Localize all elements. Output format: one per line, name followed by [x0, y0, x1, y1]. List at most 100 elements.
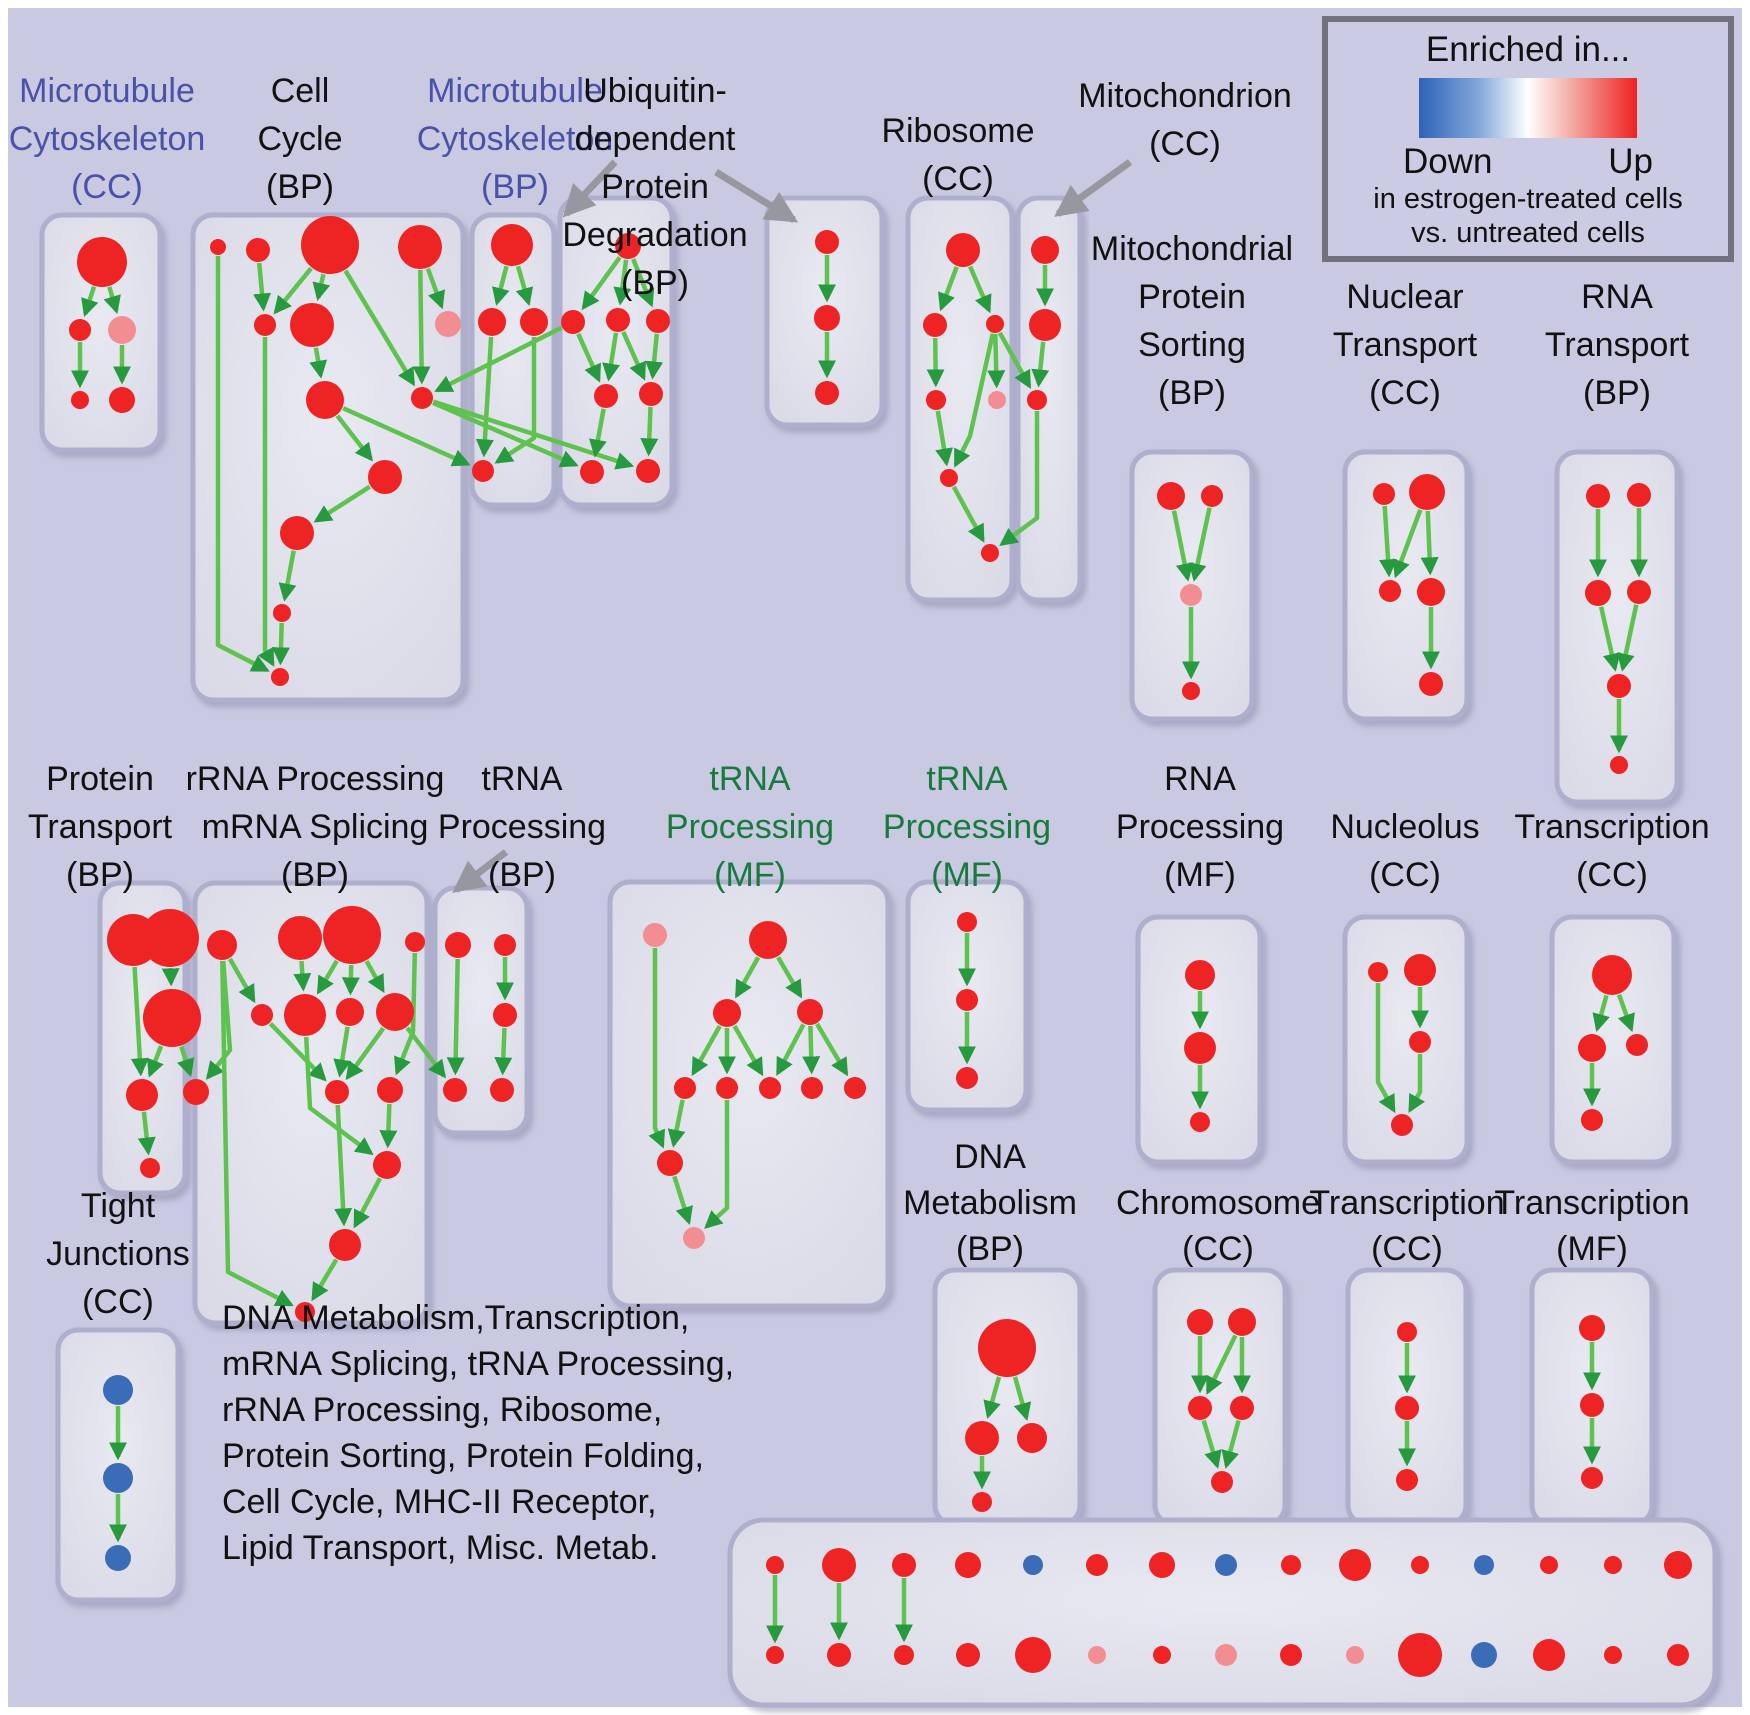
- go-node-trna-bp-tl: [445, 932, 471, 958]
- go-node-pt-bp-B: [141, 909, 199, 967]
- go-node-nucleolus-cc-mid: [1409, 1031, 1431, 1053]
- cluster-box-mixed: [727, 1517, 1718, 1708]
- go-node-ribosome-cc-rml: [923, 313, 947, 337]
- edge: [953, 333, 995, 468]
- go-node-trna-mf-1-r4: [801, 1077, 823, 1099]
- cluster-box-transcription-cc-2: [1549, 914, 1677, 1165]
- go-node-ribosome-cc-rmr: [986, 315, 1004, 333]
- go-node-nucleolus-cc-bt: [1391, 1114, 1413, 1136]
- edge: [576, 332, 601, 383]
- edge: [405, 1026, 447, 1079]
- go-node-rrna-bp-mid: [329, 1229, 361, 1261]
- edge: [268, 1022, 327, 1082]
- edge: [1598, 606, 1621, 672]
- go-node-ubiq-box1-l2: [639, 382, 663, 406]
- legend-down-label: Down: [1403, 142, 1493, 181]
- edge: [1221, 1419, 1241, 1469]
- go-node-mixed-b15: [1667, 1644, 1689, 1666]
- edge: [432, 400, 579, 468]
- go-node-nt-cc-mr: [1417, 578, 1445, 606]
- go-node-rrna-bp-dp: [373, 1151, 401, 1179]
- go-node-mixed-t2: [822, 1548, 856, 1582]
- edge: [309, 347, 328, 379]
- edge: [1379, 505, 1398, 578]
- cluster-label-rnat-bp: RNA Transport (BP): [1545, 278, 1690, 412]
- go-node-ribosome-cc-rt: [946, 233, 980, 267]
- go-node-rnaproc-mf-n2: [1184, 1032, 1216, 1064]
- go-node-trna-mf-1-T: [749, 921, 787, 959]
- go-node-trna-bp-br: [490, 1078, 514, 1102]
- cluster-label-rnaproc-mf: RNA Processing (MF): [1116, 760, 1284, 894]
- edge: [215, 256, 270, 673]
- go-node-transcription-mf-n3: [1581, 1467, 1603, 1489]
- go-node-mixed-t11: [1411, 1556, 1429, 1574]
- go-node-nucleolus-cc-tl: [1368, 962, 1388, 982]
- go-node-mito-cc-low: [1027, 390, 1047, 410]
- go-node-rrna-bp-t2: [278, 916, 322, 960]
- edge: [1408, 1054, 1426, 1114]
- go-node-trna-bp-bl: [443, 1078, 467, 1102]
- go-node-transcription-cc-2-bt: [1581, 1109, 1603, 1131]
- cluster-label-dna-bp: DNA Metabolism (BP): [903, 1138, 1077, 1268]
- pointer-arrow-trna-bp-to-box: [452, 849, 509, 893]
- edge: [137, 1111, 156, 1156]
- edge: [802, 1025, 821, 1075]
- go-node-ribosome-cc-rcv: [940, 469, 958, 487]
- layer-labels: Microtubule Cytoskeleton (CC) Cell Cycle (BP)…: [9, 72, 1710, 1321]
- edge: [1592, 994, 1610, 1032]
- cluster-box-dna-bp: [932, 1267, 1083, 1528]
- go-node-nt-cc-tr: [1409, 474, 1445, 510]
- edge: [613, 259, 632, 306]
- go-node-cellcycle-bp-f: [254, 314, 276, 336]
- legend-up-label: Up: [1608, 142, 1653, 181]
- cluster-box-ubiq-box1: [557, 195, 675, 508]
- edge: [691, 1024, 722, 1077]
- go-node-microtubule-bp-ml: [478, 308, 506, 336]
- cluster-label-cellcycle-bp: Cell Cycle (BP): [257, 72, 342, 206]
- cluster-label-microtubule-cc: Microtubule Cytoskeleton (CC): [9, 72, 206, 206]
- go-node-mixed-b4: [956, 1643, 980, 1667]
- legend-subtitle-2: vs. untreated cells: [1411, 217, 1645, 249]
- edge: [621, 330, 646, 381]
- cluster-box-rnat-bp: [1554, 449, 1680, 805]
- go-node-microtubule-cc-t: [77, 237, 127, 287]
- go-node-mixed-t6: [1086, 1554, 1108, 1576]
- edge: [446, 958, 465, 1076]
- go-node-rnat-bp-tr: [1627, 483, 1651, 507]
- edge: [257, 337, 275, 667]
- edge: [273, 266, 313, 315]
- go-node-mixed-b10: [1346, 1646, 1364, 1664]
- go-node-mito-cc-mt: [1031, 236, 1059, 264]
- edge: [983, 1376, 1002, 1420]
- edge: [815, 1022, 849, 1077]
- edge: [412, 269, 431, 385]
- pointer-arrow-ubiquitin-to-box1: [562, 159, 618, 218]
- edge: [1012, 1376, 1032, 1422]
- go-node-ubiq-box2-n3: [815, 381, 839, 405]
- go-node-ubiq-box1-l1: [594, 384, 618, 408]
- pointer-arrow-mitochondrion-to-box: [1054, 159, 1133, 217]
- go-node-rrna-bp-bot: [295, 1302, 315, 1322]
- edge: [364, 960, 385, 994]
- edge: [334, 1104, 353, 1227]
- legend-gradient-bar: [1419, 78, 1637, 138]
- go-node-rnat-bp-mr: [1627, 580, 1651, 604]
- edge: [776, 956, 803, 999]
- go-node-mixed-t1: [766, 1556, 784, 1574]
- go-node-mixed-b11: [1398, 1633, 1442, 1677]
- cluster-label-tight-cc: Tight Junctions (CC): [46, 1187, 190, 1321]
- misc-line: Protein Sorting, Protein Folding,: [222, 1437, 704, 1475]
- go-node-cellcycle-bp-m: [271, 668, 289, 686]
- edge: [475, 336, 494, 458]
- cluster-label-pt-bp: Protein Transport (BP): [28, 760, 173, 894]
- go-node-trna-mf-1-cL: [713, 999, 741, 1027]
- go-node-mixed-b8: [1215, 1644, 1237, 1666]
- go-node-pt-bp-D: [126, 1079, 158, 1111]
- edge: [146, 1045, 164, 1078]
- legend-title: Enriched in...: [1425, 30, 1631, 69]
- cluster-label-ubiquitin-bp: Ubiquitin-dependent Protein Degradation (BP…: [562, 72, 747, 302]
- go-node-dna-bp-ml: [965, 1421, 999, 1455]
- go-node-trna-mf-1-lm: [657, 1150, 683, 1176]
- go-node-cellcycle-bp-a: [210, 239, 226, 255]
